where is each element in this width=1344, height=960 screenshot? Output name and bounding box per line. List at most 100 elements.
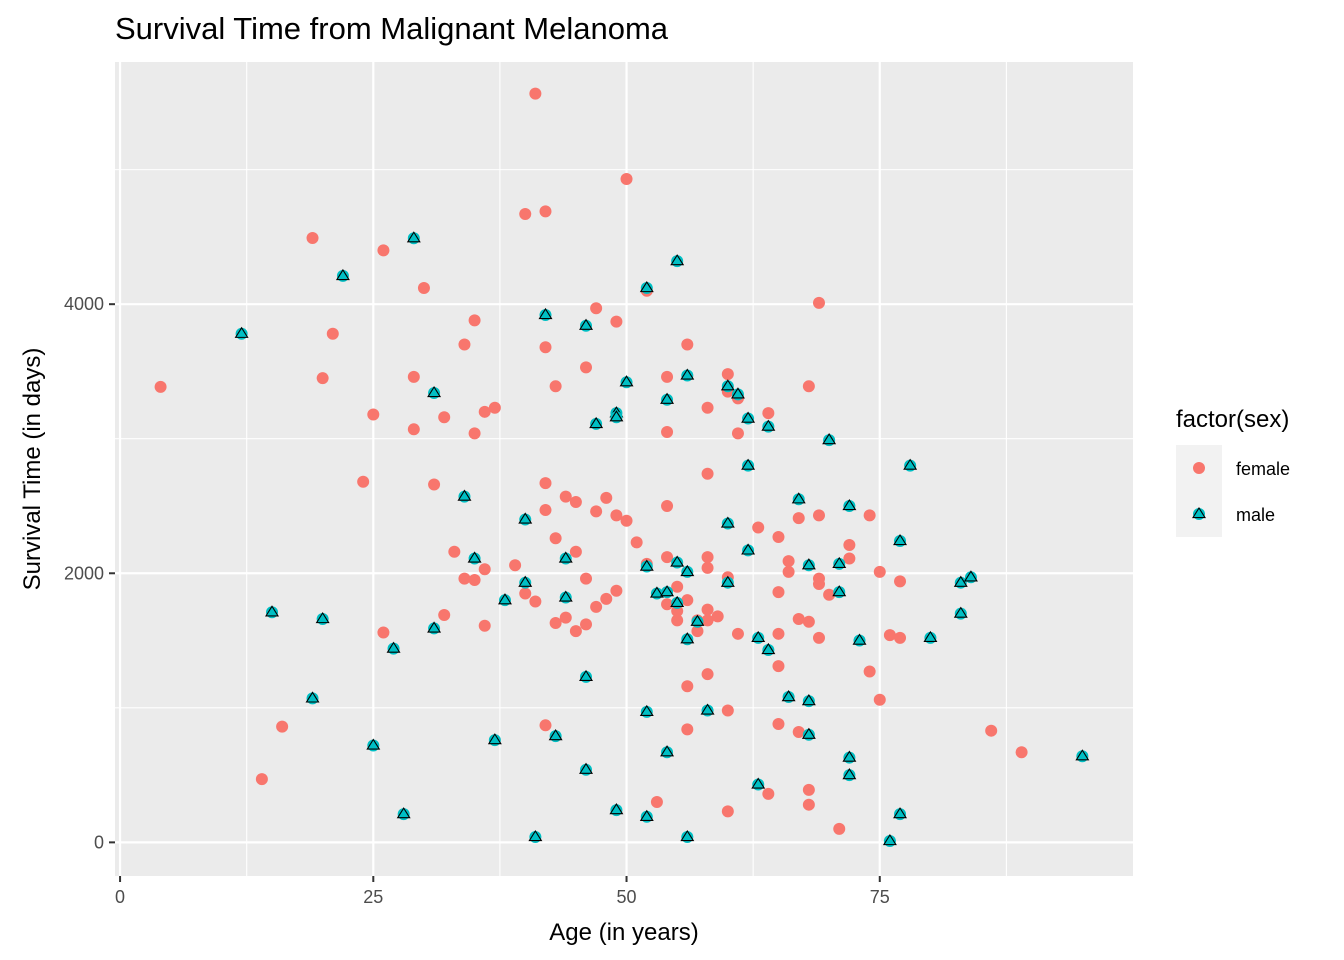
point-male — [397, 808, 410, 821]
point-female — [316, 372, 329, 385]
point-male-outline — [619, 375, 634, 387]
point-female — [701, 467, 714, 480]
point-female — [468, 574, 481, 586]
point-female — [539, 477, 552, 490]
point-male-outline — [427, 385, 442, 398]
point-female — [833, 822, 846, 835]
point-male — [742, 459, 755, 472]
point-male — [802, 559, 815, 572]
point-female — [519, 587, 532, 600]
point-male — [924, 631, 937, 644]
point-male-outline — [518, 575, 533, 587]
point-male — [428, 622, 441, 635]
point-male-outline — [882, 833, 897, 846]
point-male-outline — [680, 829, 695, 842]
point-male-outline — [720, 575, 735, 587]
point-female — [894, 575, 907, 588]
point-male-outline — [893, 533, 908, 546]
point-male — [681, 830, 694, 843]
point-female — [569, 495, 582, 508]
point-female — [894, 631, 907, 644]
point-male — [671, 255, 684, 268]
point-male — [428, 386, 441, 399]
point-male-outline — [903, 458, 918, 470]
point-male — [721, 380, 734, 393]
point-male-outline — [386, 641, 401, 653]
point-male — [964, 571, 977, 584]
point-male — [306, 692, 319, 705]
point-female — [458, 338, 471, 351]
point-male — [731, 388, 744, 401]
point-male — [792, 493, 805, 506]
point-female — [762, 407, 775, 420]
point-male — [458, 490, 471, 503]
point-male — [316, 613, 329, 626]
point-male — [843, 769, 856, 782]
point-female — [377, 626, 390, 639]
point-female — [458, 572, 471, 585]
point-female — [802, 380, 815, 393]
point-male-outline — [791, 492, 806, 504]
point-male — [468, 552, 481, 565]
point-female — [580, 572, 593, 585]
point-female — [529, 87, 542, 100]
y-axis: 0 2000 4000 — [64, 294, 115, 852]
point-female — [600, 592, 613, 605]
point-male — [266, 606, 279, 619]
point-female — [701, 614, 714, 627]
point-male — [802, 728, 815, 741]
point-male-outline — [305, 691, 320, 703]
point-female — [792, 726, 805, 739]
point-female — [478, 619, 491, 632]
point-female — [600, 491, 613, 504]
point-male-outline — [538, 307, 553, 320]
point-female — [701, 401, 714, 414]
point-male — [235, 327, 248, 340]
point-male-outline — [315, 611, 330, 624]
point-male — [580, 319, 593, 332]
point-male-outline — [670, 254, 685, 266]
point-female — [812, 578, 825, 591]
point-male-outline — [761, 419, 776, 431]
point-male — [883, 835, 896, 848]
point-female — [772, 660, 785, 673]
x-tick-label: 75 — [870, 887, 890, 907]
legend-symbol-male-outline — [1192, 506, 1206, 519]
point-male — [782, 691, 795, 704]
y-tick-label: 4000 — [64, 294, 104, 314]
point-female — [549, 617, 562, 630]
point-female — [661, 598, 674, 611]
point-female — [448, 545, 461, 558]
point-male — [559, 591, 572, 604]
point-female — [559, 490, 572, 503]
point-female — [812, 631, 825, 644]
point-male-outline — [842, 750, 857, 762]
point-male — [742, 544, 755, 557]
point-female — [701, 668, 714, 681]
point-female — [468, 427, 481, 440]
legend-title: factor(sex) — [1176, 406, 1289, 433]
point-female — [661, 370, 674, 383]
point-male — [519, 576, 532, 589]
point-male — [752, 778, 765, 791]
x-axis: 0 25 50 75 — [115, 876, 890, 907]
point-female — [620, 173, 633, 186]
point-male-outline — [670, 595, 685, 608]
point-male — [954, 607, 967, 620]
point-male-outline — [457, 489, 472, 501]
point-female — [559, 611, 572, 624]
point-female — [590, 505, 603, 518]
point-male-outline — [1075, 749, 1090, 761]
point-male-outline — [822, 433, 837, 445]
point-female — [610, 509, 623, 522]
point-male — [721, 576, 734, 589]
point-male — [833, 557, 846, 570]
point-male-outline — [680, 564, 695, 577]
point-female — [873, 565, 886, 578]
point-female — [681, 680, 694, 693]
point-female — [661, 551, 674, 564]
point-male — [610, 411, 623, 424]
point-male — [387, 642, 400, 655]
point-male-outline — [741, 458, 756, 470]
